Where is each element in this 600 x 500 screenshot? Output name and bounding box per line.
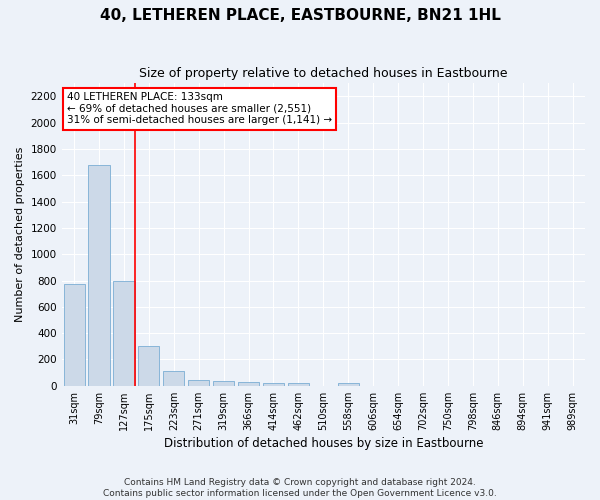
Bar: [138, 346, 160, 386]
Bar: [64, 284, 85, 386]
Bar: [188, 380, 209, 386]
Text: 40, LETHEREN PLACE, EASTBOURNE, BN21 1HL: 40, LETHEREN PLACE, EASTBOURNE, BN21 1HL: [100, 8, 500, 22]
Text: 40 LETHEREN PLACE: 133sqm
← 69% of detached houses are smaller (2,551)
31% of se: 40 LETHEREN PLACE: 133sqm ← 69% of detac…: [67, 92, 332, 126]
Y-axis label: Number of detached properties: Number of detached properties: [15, 147, 25, 322]
Text: Contains HM Land Registry data © Crown copyright and database right 2024.
Contai: Contains HM Land Registry data © Crown c…: [103, 478, 497, 498]
Bar: [238, 382, 259, 386]
X-axis label: Distribution of detached houses by size in Eastbourne: Distribution of detached houses by size …: [164, 437, 483, 450]
Bar: [263, 383, 284, 386]
Bar: [163, 372, 184, 386]
Bar: [213, 381, 234, 386]
Bar: [113, 280, 134, 386]
Bar: [288, 383, 309, 386]
Bar: [88, 164, 110, 386]
Bar: [338, 383, 359, 386]
Title: Size of property relative to detached houses in Eastbourne: Size of property relative to detached ho…: [139, 68, 508, 80]
